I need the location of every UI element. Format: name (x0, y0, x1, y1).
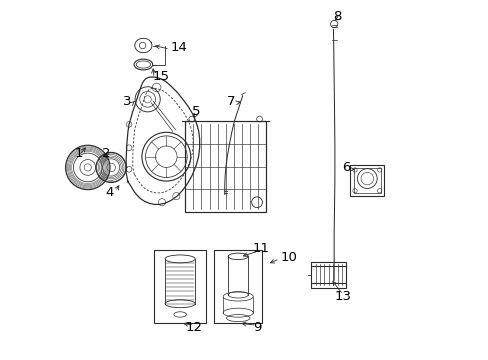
Bar (349, 165, 384, 196)
Text: 3: 3 (123, 95, 131, 108)
Bar (310, 262, 346, 288)
Text: 2: 2 (102, 147, 110, 159)
Text: 10: 10 (280, 251, 297, 264)
Text: 15: 15 (153, 69, 170, 82)
Bar (154, 250, 206, 323)
Text: 12: 12 (185, 320, 203, 333)
Text: 13: 13 (334, 290, 351, 303)
Text: 6: 6 (341, 161, 349, 174)
Text: 11: 11 (252, 242, 268, 255)
Text: 7: 7 (226, 95, 235, 108)
Bar (353, 168, 380, 193)
Text: 5: 5 (191, 105, 200, 118)
Text: 4: 4 (105, 186, 113, 199)
Bar (185, 121, 265, 212)
Text: 1: 1 (74, 147, 83, 159)
Text: 14: 14 (171, 41, 187, 54)
Text: 8: 8 (333, 10, 341, 23)
Bar (214, 250, 262, 323)
Text: 9: 9 (252, 320, 261, 333)
